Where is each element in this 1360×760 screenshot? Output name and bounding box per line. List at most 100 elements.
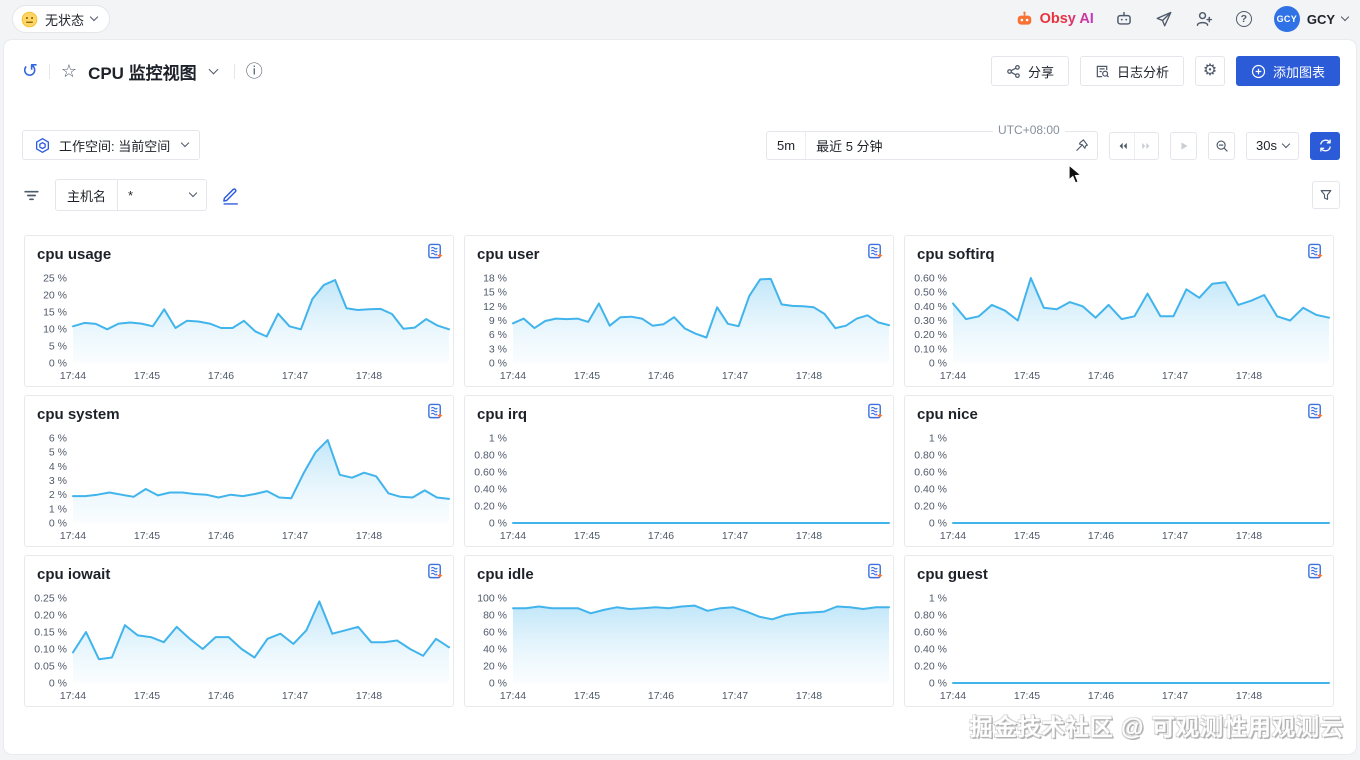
username: GCY [1306,11,1335,27]
play-button[interactable] [1170,131,1198,160]
svg-text:0 %: 0 % [49,518,67,530]
svg-text:0.10 %: 0.10 % [34,644,67,656]
host-filter-current: * [128,187,134,203]
pin-icon[interactable] [1074,138,1089,153]
refresh-button[interactable] [1310,131,1340,160]
svg-text:17:45: 17:45 [1014,370,1040,382]
chart-card: cpu nice 0 % 0.20 % 0.40 % 0.60 % 0.80 % 1 % 1… [904,395,1334,547]
title-chevron-icon[interactable] [208,64,219,74]
svg-text:5 %: 5 % [49,447,67,459]
workspace-cube-icon [35,137,50,153]
time-range-picker[interactable]: UTC+08:00 5m 最近 5 分钟 [766,123,1099,160]
avatar: GCY [1273,6,1300,32]
obsy-ai-entry[interactable]: Obsy AI [1015,10,1094,28]
favorite-star-icon[interactable]: ☆ [60,61,78,81]
host-filter-value[interactable]: * [118,180,206,210]
filter-row: 主机名 * [22,178,1340,212]
funnel-filter-button[interactable] [1312,181,1340,209]
settings-button[interactable]: ⚙ [1194,56,1225,86]
shift-back-button[interactable] [1110,133,1134,159]
svg-text:17:48: 17:48 [356,690,382,702]
chart-insight-icon[interactable] [427,563,444,580]
svg-text:17:45: 17:45 [134,530,160,542]
chart-title: cpu user [477,246,540,263]
status-face-icon [21,11,38,28]
svg-text:0.40 %: 0.40 % [914,301,947,313]
chart-card: cpu system 0 % 1 % 2 % 3 % 4 % 5 % 6 % 17:44 17:… [24,395,454,547]
chart-card: cpu user 0 % 3 % 6 % 9 % 12 % 15 % 18 % 17:44 17… [464,235,894,387]
add-chart-button[interactable]: 添加图表 [1235,56,1340,86]
chart-plot[interactable]: 0 % 1 % 2 % 3 % 4 % 5 % 6 % 17:44 17:45 17:46 17:4… [25,396,454,547]
chart-title: cpu idle [477,566,534,583]
zoom-out-button[interactable] [1208,131,1236,160]
svg-text:17:46: 17:46 [208,690,234,702]
chart-plot[interactable]: 0 % 0.20 % 0.40 % 0.60 % 0.80 % 1 % 17:44 17:45… [905,556,1334,707]
svg-text:17:47: 17:47 [722,690,748,702]
chart-insight-icon[interactable] [867,563,884,580]
divider [233,63,235,79]
send-feedback-icon[interactable] [1154,9,1174,29]
chart-insight-icon[interactable] [1307,403,1324,420]
chart-plot[interactable]: 0 % 0.10 % 0.20 % 0.30 % 0.40 % 0.50 % 0.60 % 1… [905,236,1334,387]
shift-forward-button[interactable] [1134,132,1158,159]
help-icon[interactable]: ? [1234,9,1254,29]
svg-text:100 %: 100 % [477,593,507,605]
svg-text:17:45: 17:45 [574,690,600,702]
chart-plot[interactable]: 0 % 0.20 % 0.40 % 0.60 % 0.80 % 1 % 17:44 17:45… [905,396,1334,547]
time-shift-group [1109,131,1160,160]
user-menu[interactable]: GCY GCY [1273,6,1350,32]
back-icon[interactable]: ↺ [22,60,38,82]
svg-text:0.20 %: 0.20 % [474,501,507,513]
plus-circle-icon [1251,64,1266,78]
svg-text:17:45: 17:45 [1014,690,1040,702]
chart-insight-icon[interactable] [867,243,884,260]
chart-card: cpu softirq 0 % 0.10 % 0.20 % 0.30 % 0.40 % 0… [904,235,1334,387]
assistant-robot-icon[interactable] [1114,9,1134,29]
svg-text:17:47: 17:47 [282,690,308,702]
svg-text:20 %: 20 % [43,290,67,302]
chart-insight-icon[interactable] [867,403,884,420]
chevron-down-icon [1340,12,1350,22]
svg-text:0.40 %: 0.40 % [474,484,507,496]
chart-title: cpu iowait [37,566,111,583]
svg-text:25 %: 25 % [43,273,67,285]
svg-text:0.80 %: 0.80 % [914,450,947,462]
log-analysis-button[interactable]: 日志分析 [1079,56,1184,86]
svg-text:0 %: 0 % [49,358,67,370]
refresh-interval-select[interactable]: 30s [1246,131,1299,160]
chart-insight-icon[interactable] [427,243,444,260]
chart-plot[interactable]: 0 % 5 % 10 % 15 % 20 % 25 % 17:44 17:45 17:46 17:… [25,236,454,387]
svg-text:17:47: 17:47 [1162,530,1188,542]
watermark: 掘金技术社区 @ 可观测性用观测云 [969,714,1344,740]
svg-text:0.60 %: 0.60 % [914,627,947,639]
chart-plot[interactable]: 0 % 20 % 40 % 60 % 80 % 100 % 17:44 17:45 17:46 1… [465,556,894,707]
status-pill[interactable]: 无状态 [12,5,111,33]
chart-plot[interactable]: 0 % 3 % 6 % 9 % 12 % 15 % 18 % 17:44 17:45 17:46 1… [465,236,894,387]
chart-plot[interactable]: 0 % 0.05 % 0.10 % 0.15 % 0.20 % 0.25 % 17:44 17… [25,556,454,707]
chart-insight-icon[interactable] [1307,243,1324,260]
chart-plot[interactable]: 0 % 0.20 % 0.40 % 0.60 % 0.80 % 1 % 17:44 17:45… [465,396,894,547]
svg-text:0.15 %: 0.15 % [34,627,67,639]
svg-text:17:48: 17:48 [796,530,822,542]
svg-text:17:48: 17:48 [796,690,822,702]
workspace-select[interactable]: 工作空间: 当前空间 [22,130,201,160]
svg-text:17:47: 17:47 [1162,370,1188,382]
svg-text:17:44: 17:44 [940,370,966,382]
svg-text:17:48: 17:48 [1236,370,1262,382]
svg-text:17:47: 17:47 [282,370,308,382]
svg-text:15 %: 15 % [483,287,507,299]
invite-user-icon[interactable] [1194,9,1214,29]
filter-lines-icon[interactable] [22,186,41,205]
chart-insight-icon[interactable] [1307,563,1324,580]
refresh-icon [1319,139,1331,152]
svg-text:0.20 %: 0.20 % [914,661,947,673]
chart-card: cpu guest 0 % 0.20 % 0.40 % 0.60 % 0.80 % 1 %… [904,555,1334,707]
svg-text:0.20 %: 0.20 % [34,610,67,622]
edit-filter-icon[interactable] [221,185,240,205]
svg-text:17:46: 17:46 [648,530,674,542]
svg-text:0 %: 0 % [929,678,947,690]
svg-text:0.10 %: 0.10 % [914,343,947,355]
share-button[interactable]: 分享 [990,56,1069,86]
chart-insight-icon[interactable] [427,403,444,420]
info-icon[interactable]: ⓘ [245,61,263,81]
